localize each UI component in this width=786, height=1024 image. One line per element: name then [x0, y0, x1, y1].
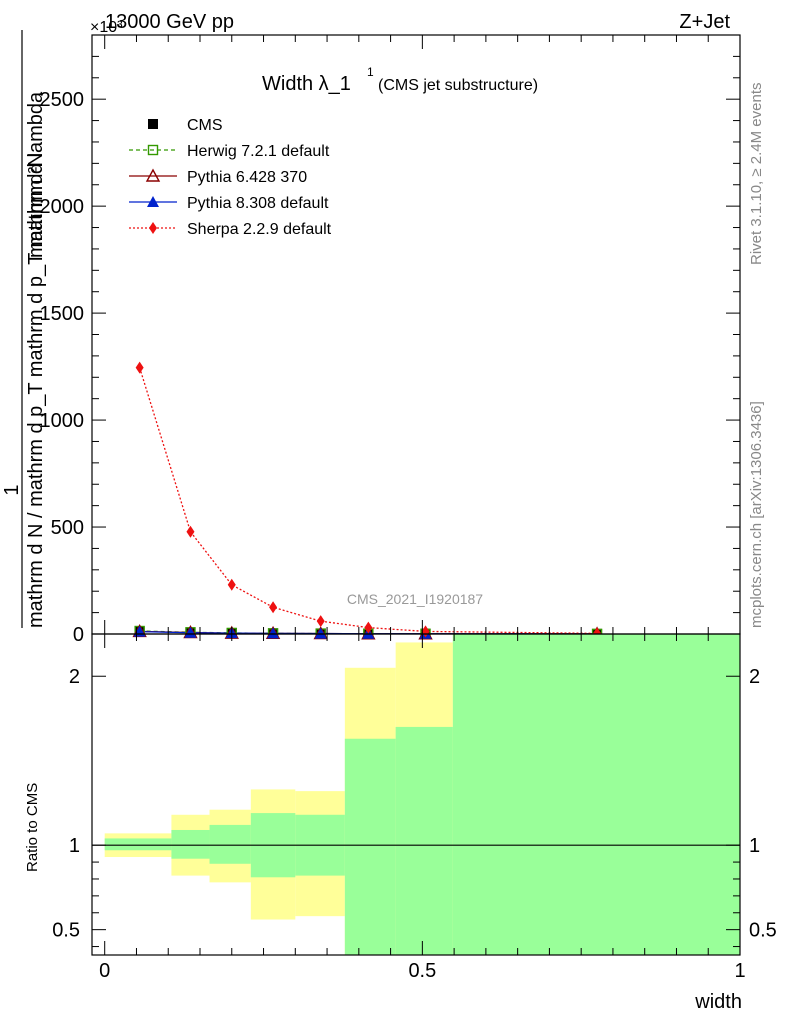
- ratio-xtick-label: 0: [99, 960, 110, 982]
- title-text: Width λ_1: [262, 73, 351, 95]
- ratio-xtick-label: 0.5: [408, 960, 436, 982]
- legend-marker-1: [147, 144, 159, 156]
- main-ytick-label: 1500: [40, 303, 85, 325]
- legend-marker-4: [149, 222, 157, 234]
- series-3-point-3: [267, 627, 280, 639]
- legend-label-2: Pythia 6.428 370: [187, 169, 307, 186]
- ratio-xtick-label: 1: [734, 960, 745, 982]
- series-4-point-2: [227, 578, 236, 591]
- ratio-frame: [91, 633, 741, 956]
- ratio-band-green-7: [452, 634, 740, 955]
- ratio-band-green-5: [344, 738, 396, 955]
- ratio-ytick-label-right: 0.5: [749, 920, 777, 942]
- legend-marker-2: [145, 168, 161, 182]
- legend-entry-1: Herwig 7.2.1 default: [129, 143, 330, 160]
- legend-marker-3: [147, 196, 159, 207]
- legend-entry-4: Sherpa 2.2.9 default: [129, 221, 332, 238]
- series-3-point-1: [184, 626, 197, 638]
- watermark: CMS_2021_I1920187: [347, 591, 483, 607]
- ratio-panel: [92, 634, 740, 955]
- ratio-ytick-label-left: 0.5: [52, 920, 80, 942]
- legend-label-1: Herwig 7.2.1 default: [187, 143, 330, 160]
- main-ytick-label: 2500: [40, 89, 85, 111]
- main-ytick-label: 0: [73, 624, 84, 646]
- legend-label-4: Sherpa 2.2.9 default: [187, 221, 332, 238]
- series-4-point-0: [135, 361, 144, 374]
- series-4-point-3: [269, 601, 278, 614]
- title-superscript: 1: [367, 65, 374, 79]
- series-4-point-5: [364, 621, 373, 634]
- series-4-point-4: [316, 615, 325, 628]
- mcplots-label: mcplots.cern.ch [arXiv:1306.3436]: [748, 401, 765, 628]
- legend-label-0: CMS: [187, 117, 223, 134]
- rivet-label: Rivet 3.1.10, ≥ 2.4M events: [748, 83, 765, 266]
- main-ytick-label: 500: [51, 517, 84, 539]
- ratio-ytick-label-left: 2: [69, 666, 80, 688]
- series-4-point-1: [186, 525, 195, 538]
- legend: CMS Herwig 7.2.1 default Pythia 6.428 370 P…: [129, 117, 332, 238]
- ratio-ytick-label-right: 1: [749, 835, 760, 857]
- series-3-point-4: [314, 627, 327, 639]
- main-title: Width λ_1 1 (CMS jet substructure): [262, 65, 538, 95]
- ylabel-denominator: mathrm d N / mathrm d p_T mathrm d p_T m…: [25, 91, 47, 628]
- ratio-band-green-1: [171, 829, 210, 859]
- ratio-band-green-0: [104, 838, 172, 851]
- title-subtitle: (CMS jet substructure): [378, 77, 538, 94]
- ratio-ytick-label-right: 2: [749, 666, 760, 688]
- legend-entry-3: Pythia 8.308 default: [129, 195, 329, 212]
- ylabel-top: mathrm d²N: [25, 152, 47, 258]
- legend-entry-0: CMS: [148, 117, 223, 134]
- main-ylabel: mathrm d²N 1 mathrm d N / mathrm d p_T m…: [1, 30, 47, 628]
- ratio-ytick-label-left: 1: [69, 835, 80, 857]
- exponent-label: ×10³: [90, 19, 123, 36]
- x-axis-label: width: [694, 991, 742, 1013]
- ylabel-numerator: 1: [1, 484, 23, 495]
- ratio-band-green-2: [209, 824, 251, 864]
- main-ytick-label: 1000: [40, 410, 85, 432]
- legend-entry-2: Pythia 6.428 370: [129, 168, 307, 186]
- legend-marker-0: [148, 119, 158, 129]
- process-label: Z+Jet: [679, 11, 730, 33]
- energy-label: 13000 GeV pp: [105, 11, 234, 33]
- legend-label-3: Pythia 8.308 default: [187, 195, 329, 212]
- main-ytick-label: 2000: [40, 196, 85, 218]
- ratio-ylabel: Ratio to CMS: [24, 783, 41, 872]
- ratio-band-green-6: [395, 726, 453, 955]
